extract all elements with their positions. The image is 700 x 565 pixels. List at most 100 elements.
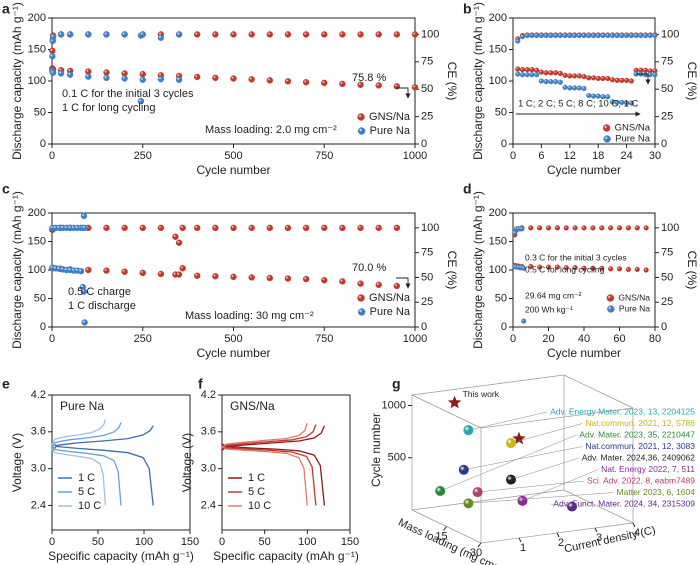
ce-point [302, 31, 310, 38]
capacity-point [103, 267, 110, 274]
capacity-point [212, 74, 219, 82]
reference-label: Nat.commun. 2021, 12, 3083 [585, 441, 695, 451]
capacity-point [139, 70, 146, 78]
capacity-point [357, 280, 364, 287]
x-tick-label: 50 [259, 536, 271, 548]
annotation: 70.0 % [352, 262, 386, 274]
arrow [396, 87, 411, 99]
legend-label: 5 C [78, 486, 95, 498]
star-point [512, 431, 526, 445]
ce-point [393, 224, 401, 232]
ce-point [85, 31, 92, 38]
box-edge [411, 394, 482, 429]
ce-point [411, 31, 419, 38]
capacity-point [625, 266, 631, 273]
capacity-point [302, 79, 310, 86]
leader-line [440, 434, 577, 492]
ce-point [519, 226, 525, 232]
arrow [636, 73, 651, 85]
y2-tick-label: 50 [661, 83, 673, 95]
panel-label: f [198, 376, 203, 392]
annotation: 1 C; 2 C; 5 C; 8 C; 10 C; 1 C [518, 99, 639, 110]
y-axis-label: Discharge capacity (mAh g⁻¹) [471, 2, 485, 160]
ce-point [80, 212, 88, 220]
capacity-point [375, 281, 382, 289]
x-tick-label: 6 [538, 150, 544, 162]
ce-point [193, 224, 201, 232]
z-tick-label: 500 [388, 452, 406, 464]
plot-frame [51, 394, 191, 531]
ce-point [172, 233, 179, 240]
x-tick-label: 40 [578, 333, 590, 345]
capacity-point [266, 274, 273, 282]
ce-point [193, 31, 201, 38]
capacity-point [284, 78, 292, 85]
capacity-point [616, 266, 623, 272]
y-tick-label: 150 [489, 235, 507, 247]
y-tick [518, 537, 522, 543]
point-label: This work [463, 389, 500, 399]
legend-label: GNS/Na [615, 123, 651, 134]
capacity-point [557, 70, 563, 77]
capacity-point [571, 73, 578, 79]
x-tick-label: 0 [510, 150, 516, 162]
leader-line [463, 446, 583, 471]
y-tick-label: 4 [634, 527, 640, 539]
x-tick-label: 0 [219, 536, 225, 548]
ce-point [339, 31, 346, 38]
capacity-point [157, 75, 165, 83]
x-tick-label: 80 [649, 333, 661, 345]
ce-point [175, 239, 183, 246]
ce-point [563, 225, 569, 231]
capacity-point [529, 67, 535, 73]
capacity-point [284, 275, 292, 282]
ce-point [302, 224, 310, 232]
ce-point [528, 225, 534, 231]
ce-point [175, 31, 183, 38]
x-tick-label: 1000 [403, 150, 427, 162]
legend-marker [357, 308, 366, 316]
ce-point [616, 225, 623, 231]
capacity-point [302, 275, 310, 283]
ce-point [521, 318, 527, 324]
ce-point [571, 32, 578, 39]
legend-label: 1 C [78, 472, 95, 484]
x-axis-label: Cycle number [196, 163, 270, 177]
star-point [447, 395, 462, 409]
capacity-point [230, 273, 237, 281]
y-tick-label: 50 [495, 106, 507, 118]
ball-point [463, 425, 474, 436]
capacity-point [586, 75, 592, 81]
legend-marker [357, 294, 365, 302]
y2-tick-label: 50 [421, 271, 433, 283]
panel-label: e [2, 376, 10, 392]
capacity-point [521, 265, 527, 271]
ce-point [212, 224, 219, 232]
capacity-point [590, 75, 597, 81]
capacity-point [393, 83, 401, 90]
y-tick [556, 532, 560, 538]
leader-line [477, 480, 584, 493]
ce-point [576, 32, 582, 39]
y-tick-label: 100 [489, 264, 507, 276]
capacity-point [179, 265, 186, 272]
ce-point [628, 32, 634, 39]
x-tick-label: 100 [135, 536, 153, 548]
arrow [396, 277, 411, 289]
capacity-point [576, 85, 582, 91]
ball-point [472, 487, 483, 498]
capacity-point [121, 268, 128, 275]
x-tick-label: 100 [298, 536, 316, 548]
panel-label: d [463, 181, 472, 197]
ce-point [557, 32, 563, 39]
capacity-point [581, 265, 587, 271]
capacity-point [562, 84, 568, 90]
y-tick-label: 200 [489, 12, 507, 24]
annotation: 0.1 C for the initial 3 cycles [62, 88, 194, 100]
annotation: 75.8 % [352, 72, 386, 84]
legend-marker [602, 124, 611, 132]
capacity-point [548, 79, 554, 85]
capacity-point [393, 282, 401, 290]
x-tick-label: 15 [435, 530, 447, 542]
y-tick-label: 4.2 [201, 389, 216, 401]
